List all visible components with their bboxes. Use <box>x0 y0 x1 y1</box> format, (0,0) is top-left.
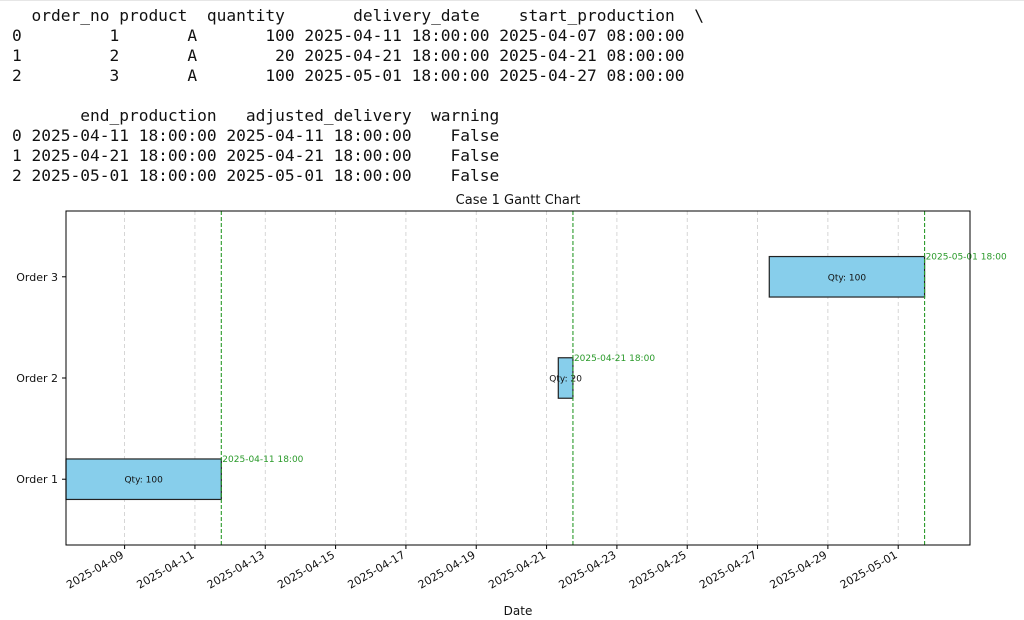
dataframe-block-1: order_no product quantity delivery_date … <box>12 6 704 86</box>
gantt-bar <box>768 255 926 298</box>
dataframe-header: order_no product quantity delivery_date … <box>12 6 704 25</box>
gantt-bar <box>557 357 574 399</box>
x-tick-label: 2025-04-29 <box>768 548 830 591</box>
x-tick-label: 2025-04-11 <box>135 548 197 591</box>
bar-label: Qty: 20 <box>549 375 582 385</box>
dataframe-row: 0 2025-04-11 18:00:00 2025-04-11 18:00:0… <box>12 126 500 145</box>
dataframe-row: 0 1 A 100 2025-04-11 18:00:00 2025-04-07… <box>12 26 685 45</box>
x-tick-label: 2025-04-23 <box>557 548 619 591</box>
x-tick-label: 2025-04-15 <box>275 548 337 591</box>
dataframe-row: 1 2 A 20 2025-04-21 18:00:00 2025-04-21 … <box>12 46 685 65</box>
dataframe-header: end_production adjusted_delivery warning <box>12 106 500 125</box>
chart-title: Case 1 Gantt Chart <box>456 193 581 208</box>
y-tick-label: Order 2 <box>16 372 58 385</box>
delivery-label: 2025-05-01 18:00 <box>926 253 1007 263</box>
dataframe-row: 2 2025-05-01 18:00:00 2025-05-01 18:00:0… <box>12 166 500 185</box>
x-tick-label: 2025-04-19 <box>416 548 478 591</box>
bar-label: Qty: 100 <box>124 476 163 486</box>
dataframe-row: 1 2025-04-21 18:00:00 2025-04-21 18:00:0… <box>12 146 500 165</box>
x-tick-label: 2025-04-25 <box>627 548 689 591</box>
x-tick-label: 2025-04-13 <box>205 548 267 591</box>
delivery-label: 2025-04-21 18:00 <box>574 354 655 364</box>
x-tick-label: 2025-04-17 <box>346 548 408 591</box>
dataframe-block-2: end_production adjusted_delivery warning… <box>12 106 499 186</box>
x-tick-label: 2025-04-09 <box>64 548 126 591</box>
x-axis-label: Date <box>504 604 533 618</box>
y-tick-label: Order 3 <box>16 271 58 284</box>
y-tick-label: Order 1 <box>16 473 58 486</box>
x-tick-label: 2025-04-21 <box>486 548 548 591</box>
x-tick-label: 2025-05-01 <box>838 548 900 591</box>
dataframe-row: 2 3 A 100 2025-05-01 18:00:00 2025-04-27… <box>12 66 685 85</box>
cell-divider <box>0 0 1024 1</box>
bar-label: Qty: 100 <box>828 273 867 283</box>
x-tick-label: 2025-04-27 <box>697 548 759 591</box>
gantt-chart: Qty: 100 Qty: 20 Qty: 100 2025-04-11 18:00 2… <box>16 193 1007 618</box>
gantt-bar <box>65 458 222 501</box>
delivery-label: 2025-04-11 18:00 <box>222 455 303 465</box>
